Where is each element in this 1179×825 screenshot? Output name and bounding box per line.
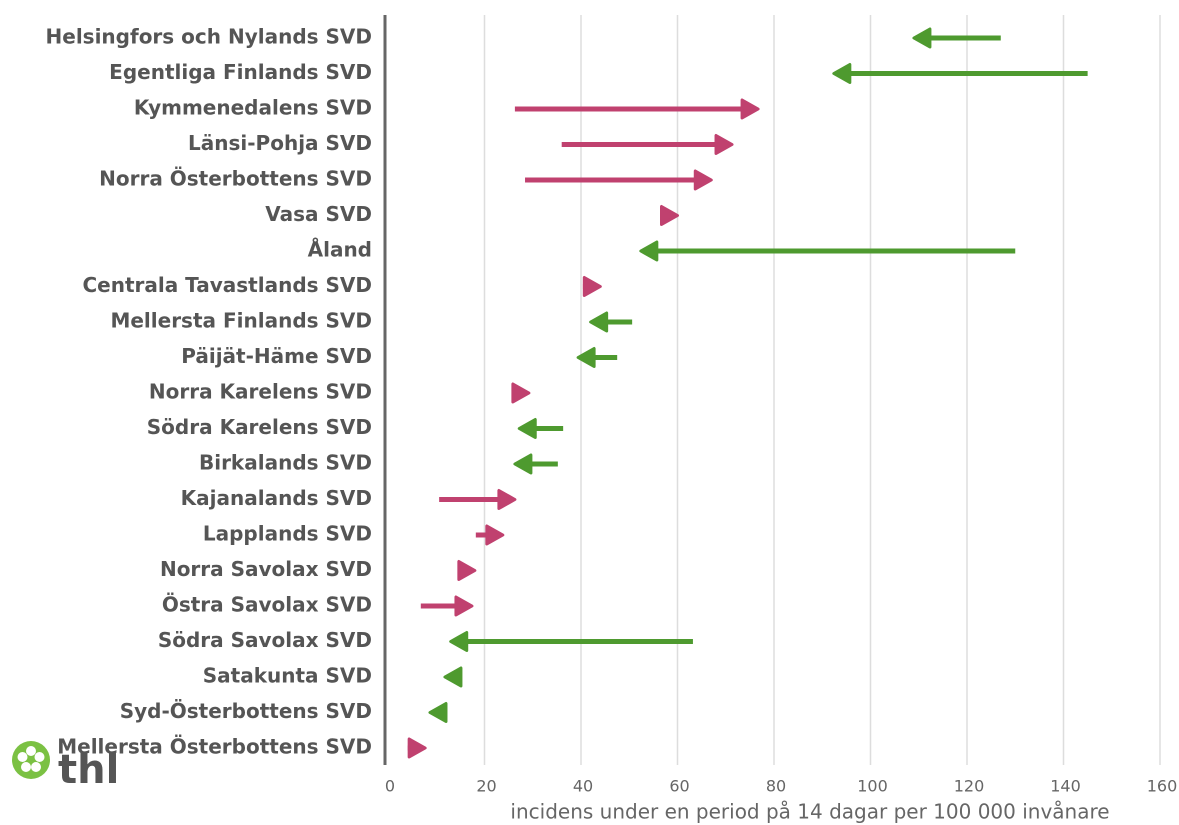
arrow-head [443, 666, 463, 688]
y-tick-label: Kymmenedalens SVD [134, 96, 372, 120]
y-tick-label: Lapplands SVD [203, 522, 372, 546]
y-tick-label: Mellersta Österbottens SVD [57, 735, 372, 759]
logo-text: thl [58, 747, 119, 793]
arrow-head [454, 595, 474, 617]
arrow-head [660, 205, 679, 226]
y-tick-label: Länsi-Pohja SVD [188, 131, 372, 155]
x-tick-label: 0 [385, 777, 395, 796]
arrow-head [511, 382, 531, 404]
arrow-head [582, 276, 602, 297]
x-tick-label: 60 [669, 777, 689, 796]
y-tick-label: Birkalands SVD [199, 451, 372, 475]
y-tick-label: Vasa SVD [265, 202, 372, 226]
y-tick-label: Mellersta Finlands SVD [110, 309, 372, 333]
x-tick-label: 40 [573, 777, 593, 796]
y-tick-label: Östra Savolax SVD [162, 593, 372, 617]
arrow-head [513, 453, 533, 475]
arrow-head [407, 737, 427, 759]
arrow-head [832, 63, 852, 84]
y-tick-label: Kajanalands SVD [181, 486, 372, 510]
x-tick-label: 80 [766, 777, 786, 796]
arrow-head [449, 631, 469, 652]
y-tick-label: Egentliga Finlands SVD [109, 60, 372, 84]
x-tick-label: 120 [954, 777, 985, 796]
y-tick-label: Satakunta SVD [203, 664, 372, 688]
x-tick-label: 140 [1050, 777, 1081, 796]
arrow-head [428, 702, 448, 723]
y-tick-label: Södra Savolax SVD [158, 628, 372, 652]
y-tick-label: Päijät-Häme SVD [181, 344, 372, 368]
arrow-head [740, 98, 760, 120]
y-tick-label: Norra Karelens SVD [149, 380, 372, 404]
x-tick-label: 160 [1147, 777, 1178, 796]
y-tick-label: Norra Österbottens SVD [99, 167, 372, 191]
y-tick-label: Åland [308, 238, 372, 262]
x-tick-label: 20 [476, 777, 496, 796]
arrow-head [576, 347, 596, 368]
y-tick-label: Södra Karelens SVD [147, 415, 372, 439]
y-tick-label: Helsingfors och Nylands SVD [46, 25, 372, 49]
x-axis-label: incidens under en period på 14 dagar per… [510, 800, 1109, 824]
x-tick-label: 100 [857, 777, 888, 796]
logo-icon [12, 741, 50, 779]
arrow-head [693, 169, 713, 191]
arrow-head [497, 489, 517, 510]
arrow-head [639, 240, 659, 262]
arrow-head [589, 311, 609, 333]
arrow-head [457, 560, 477, 581]
arrow-head [714, 134, 734, 155]
arrow-head [517, 418, 537, 439]
y-tick-label: Centrala Tavastlands SVD [82, 273, 372, 297]
arrow-head [912, 27, 932, 49]
y-tick-label: Norra Savolax SVD [160, 557, 372, 581]
arrow-head [485, 524, 505, 546]
y-tick-label: Syd-Österbottens SVD [120, 699, 372, 723]
